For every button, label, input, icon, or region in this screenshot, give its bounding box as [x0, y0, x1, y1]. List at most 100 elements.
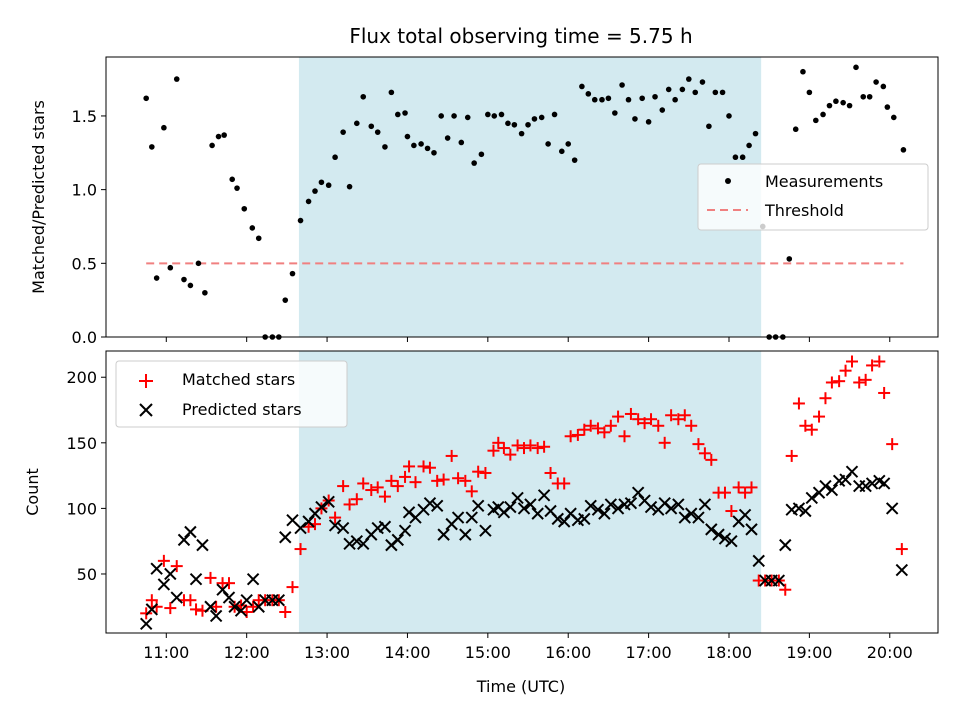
predicted-star-point [885, 502, 899, 515]
measurement-point [645, 119, 652, 125]
predicted-legend-label: Predicted stars [182, 400, 302, 419]
measurement-point [706, 123, 712, 130]
measurement-point [187, 282, 194, 289]
measurement-point [411, 142, 417, 149]
matched-star-point [343, 498, 356, 511]
predicted-star-point [517, 502, 531, 515]
predicted-star-point [184, 525, 197, 539]
predicted-star-point [718, 532, 732, 545]
measurement-point [880, 83, 887, 90]
predicted-star-point [865, 477, 879, 490]
measurement-point [853, 64, 859, 71]
measurement-point [181, 276, 187, 283]
measurement-point [305, 198, 312, 205]
predicted-star-point [819, 479, 832, 493]
predicted-star-point [272, 594, 286, 607]
ratio-y-ticks: 0.0 0.5 1.0 1.5 [72, 107, 106, 347]
measurement-point [820, 111, 826, 118]
measurement-points [143, 64, 907, 340]
measurement-point [579, 83, 585, 90]
predicted-star-point [551, 512, 564, 526]
matched-star-point [652, 419, 665, 432]
matched-star-point [725, 505, 738, 518]
predicted-star-point [825, 483, 839, 497]
y-tick-label: 200 [66, 368, 97, 387]
predicted-star-point [511, 491, 524, 505]
measurement-point [571, 157, 578, 163]
count-panel: 50 100 150 200 11:00 12:00 13:00 14:00 15:00 16:… [23, 350, 939, 662]
measurement-point [732, 154, 739, 161]
measurement-point [692, 89, 699, 96]
matched-star-point [799, 419, 812, 432]
x-tick-label: 15:00 [465, 643, 511, 662]
predicted-star-point [537, 489, 551, 502]
x-tick-label: 13:00 [304, 643, 350, 662]
measurement-point [558, 148, 565, 155]
measurement-point [585, 91, 592, 97]
predicted-star-point [423, 496, 437, 510]
matched-star-point [279, 606, 292, 619]
count-y-axis-label: Count [23, 468, 42, 516]
predicted-star-point [738, 508, 752, 522]
predicted-star-point [678, 511, 691, 524]
matched-star-point [437, 473, 450, 486]
y-tick-label: 0.5 [72, 254, 97, 273]
x-tick-label: 20:00 [867, 643, 913, 662]
matched-star-point [504, 448, 517, 461]
measurement-point [340, 129, 346, 135]
matched-star-point [718, 486, 731, 499]
predicted-star-point [350, 534, 364, 548]
chart-title: Flux total observing time = 5.75 h [349, 24, 692, 48]
measurement-point [726, 113, 732, 119]
measurement-point [478, 151, 485, 158]
matched-star-point [645, 413, 658, 426]
measurement-point [746, 142, 752, 149]
matched-star-point [624, 407, 637, 420]
matched-star-point [538, 440, 551, 453]
matched-star-point [247, 600, 260, 613]
matched-star-point [210, 600, 223, 613]
predicted-star-point [196, 538, 209, 552]
matched-star-point [445, 449, 458, 462]
matched-star-point [164, 602, 177, 615]
predicted-star-point [479, 524, 492, 537]
count-legend-box [115, 360, 348, 428]
predicted-star-point [745, 523, 758, 536]
measurement-point [846, 102, 853, 109]
matched-legend-marker [139, 374, 153, 388]
measurement-point [531, 116, 538, 122]
predicted-star-point [328, 519, 342, 532]
predicted-star-point [209, 609, 223, 623]
predicted-star-point [391, 533, 405, 547]
y-tick-label: 50 [77, 565, 97, 584]
matched-star-point [665, 409, 678, 422]
x-axis-label: Time (UTC) [476, 677, 565, 696]
matched-star-point [678, 409, 691, 422]
measurement-point [665, 86, 672, 93]
measurement-point [699, 79, 706, 85]
predicted-star-point [578, 512, 591, 526]
matched-star-point [222, 577, 235, 590]
matched-star-point [853, 376, 866, 389]
predicted-star-point [712, 528, 725, 541]
measurement-point [686, 76, 692, 82]
matched-star-points [140, 355, 908, 620]
predicted-star-point [698, 498, 712, 511]
predicted-star-point [644, 500, 658, 514]
matched-star-point [819, 392, 832, 405]
measurement-point [332, 154, 338, 161]
measurement-point [632, 116, 638, 122]
measurement-point [209, 142, 215, 149]
predicted-star-point [591, 503, 605, 516]
predicted-star-point [471, 499, 485, 512]
matched-star-point [140, 607, 153, 620]
measurement-point [739, 154, 746, 161]
measurement-point [565, 141, 572, 147]
matched-star-point [204, 571, 217, 584]
measurement-point [890, 114, 897, 121]
predicted-star-point [451, 511, 465, 524]
predicted-star-point [524, 498, 537, 511]
measurement-point [719, 89, 726, 96]
predicted-star-point [279, 531, 292, 544]
predicted-star-point [150, 562, 163, 575]
